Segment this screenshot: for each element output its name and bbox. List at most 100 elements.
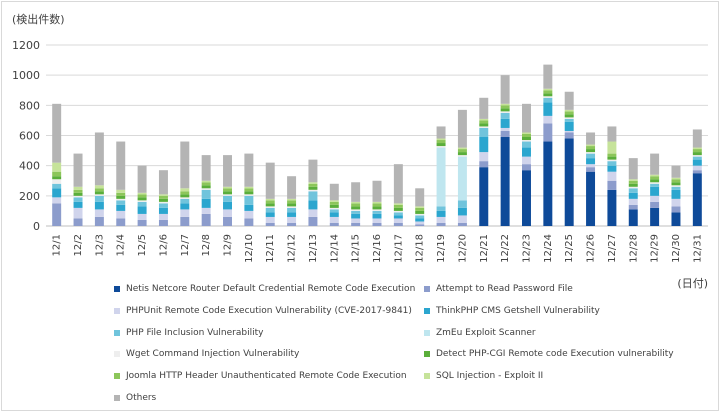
legend-swatch bbox=[424, 307, 430, 314]
bar-segment bbox=[436, 146, 446, 148]
y-tick-label: 1200 bbox=[12, 39, 40, 52]
bar-segment bbox=[436, 216, 446, 223]
bar-segment bbox=[180, 194, 190, 198]
legend-label: PHPUnit Remote Code Execution Vulnerabil… bbox=[126, 305, 412, 316]
bar-segment bbox=[94, 216, 104, 226]
bar-segment bbox=[628, 188, 638, 193]
bar-segment bbox=[671, 182, 681, 186]
legend-swatch bbox=[114, 329, 120, 336]
bar-segment bbox=[586, 152, 596, 154]
bar-segment bbox=[415, 218, 425, 222]
bar-segment bbox=[73, 195, 83, 198]
bar-segment bbox=[457, 149, 467, 153]
bar-segment bbox=[308, 209, 318, 217]
bar-segment bbox=[500, 118, 510, 128]
bar-segment bbox=[265, 200, 275, 204]
bar-segment bbox=[479, 97, 489, 119]
bar-segment bbox=[308, 200, 318, 210]
bar-segment bbox=[223, 191, 233, 195]
bar-segment bbox=[671, 177, 681, 180]
bar-segment bbox=[521, 133, 531, 138]
bar-segment bbox=[372, 201, 382, 204]
bar-segment bbox=[287, 206, 297, 208]
bar-segment bbox=[500, 127, 510, 131]
bar-segment bbox=[393, 203, 403, 205]
x-tick-label: 12/4 bbox=[116, 234, 127, 256]
bar-segment bbox=[372, 180, 382, 202]
bar-stack bbox=[543, 64, 553, 226]
x-tick-label: 12/21 bbox=[479, 234, 490, 263]
legend-label: Others bbox=[126, 393, 157, 403]
bar-segment bbox=[436, 138, 446, 141]
bar-segment bbox=[607, 153, 617, 157]
bar-segment bbox=[500, 111, 510, 113]
bar-segment bbox=[671, 189, 681, 199]
bar-segment bbox=[137, 206, 147, 214]
y-tick-label: 1000 bbox=[12, 69, 40, 82]
bar-segment bbox=[94, 188, 104, 192]
bar-stack bbox=[479, 97, 489, 226]
bar-segment bbox=[628, 192, 638, 199]
bar-segment bbox=[223, 186, 233, 189]
x-tick-label: 12/29 bbox=[650, 234, 661, 263]
legend-label: PHP File Inclusion Vulnerability bbox=[126, 327, 264, 338]
bar-segment bbox=[457, 215, 467, 223]
bar-segment bbox=[671, 198, 681, 207]
bar-segment bbox=[244, 204, 254, 211]
bar-segment bbox=[201, 180, 211, 183]
bar-segment bbox=[543, 102, 553, 116]
bar-stack bbox=[607, 126, 617, 226]
bar-segment bbox=[393, 215, 403, 219]
bar-segment bbox=[500, 103, 510, 106]
bar-segment bbox=[415, 206, 425, 208]
legend-swatch bbox=[114, 307, 120, 314]
bar-segment bbox=[479, 152, 489, 162]
bars bbox=[52, 64, 702, 226]
bar-segment bbox=[329, 209, 339, 213]
bar-stack bbox=[244, 153, 254, 226]
legend-swatch bbox=[114, 286, 120, 292]
bar-segment bbox=[564, 121, 574, 131]
bar-segment bbox=[692, 156, 702, 160]
bar-segment bbox=[500, 137, 510, 226]
bar-segment bbox=[564, 130, 574, 133]
bar-segment bbox=[628, 180, 638, 184]
bar-segment bbox=[52, 171, 62, 177]
bar-stack bbox=[650, 153, 660, 226]
bar-segment bbox=[265, 198, 275, 201]
y-tick-label: 0 bbox=[33, 220, 40, 233]
bar-segment bbox=[393, 222, 403, 226]
bar-segment bbox=[393, 164, 403, 204]
bar-segment bbox=[329, 216, 339, 223]
bar-segment bbox=[457, 200, 467, 208]
y-tick-labels: 0 200 400 600 800 1000 1200 bbox=[12, 39, 40, 233]
x-tick-label: 12/10 bbox=[244, 234, 255, 263]
bar-segment bbox=[586, 144, 596, 147]
bar-segment bbox=[73, 189, 83, 193]
bar-stack bbox=[265, 162, 275, 226]
bar-segment bbox=[479, 167, 489, 226]
x-tick-label: 12/15 bbox=[351, 234, 362, 263]
x-tick-label: 12/31 bbox=[692, 234, 703, 263]
bar-segment bbox=[308, 182, 318, 184]
bar-stack bbox=[308, 159, 318, 226]
bar-segment bbox=[521, 141, 531, 148]
bar-segment bbox=[329, 204, 339, 208]
bar-segment bbox=[94, 201, 104, 210]
bar-segment bbox=[564, 114, 574, 118]
legend-item: Detect PHP-CGI Remote code Execution vul… bbox=[424, 349, 674, 359]
bar-segment bbox=[180, 203, 190, 210]
bar-segment bbox=[586, 171, 596, 226]
bar-segment bbox=[564, 132, 574, 139]
bar-segment bbox=[180, 197, 190, 199]
legend-swatch bbox=[114, 373, 120, 380]
bar-segment bbox=[158, 194, 168, 196]
legend-label: Attempt to Read Password File bbox=[436, 284, 573, 294]
bar-segment bbox=[393, 218, 403, 223]
bar-segment bbox=[671, 212, 681, 226]
bar-segment bbox=[244, 218, 254, 226]
bar-segment bbox=[607, 161, 617, 166]
bar-segment bbox=[308, 186, 318, 190]
bar-segment bbox=[393, 204, 403, 208]
